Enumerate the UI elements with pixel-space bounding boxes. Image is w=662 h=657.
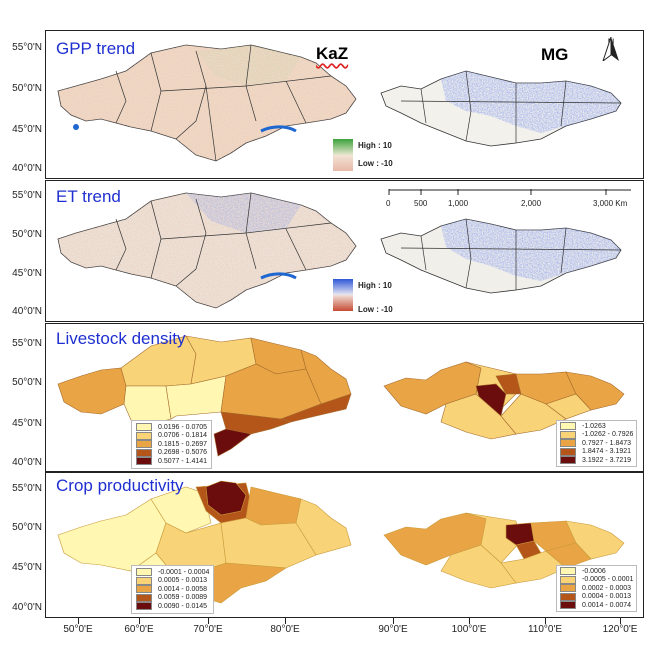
lon-tick: 80°0'E [270,624,300,635]
legend-row: 0.0706 - 0.1814 [136,431,207,441]
legend-row: 0.0014 - 0.0074 [560,601,633,610]
lat-tick: 40°0'N [12,602,42,613]
region [545,393,592,420]
legend-low-label: Low : -10 [358,305,393,314]
legend-row: -1.0262 - 0.7926 [560,430,633,440]
lat-tick: 45°0'N [12,124,42,135]
lon-tick: 50°0'E [63,624,93,635]
scale-tick: 0 [386,199,391,208]
legend-row: 0.0196 - 0.0705 [136,423,207,432]
gpp-trend-panel: GPP trend KaZ MG N High : 10 Low : -10 [45,30,644,179]
legend-low-label: Low : -10 [358,159,393,168]
region [545,542,592,569]
scale-tick: 500 [414,199,428,208]
scale-bar: 0 500 1,000 2,000 3,000 Km [386,189,636,211]
lat-tick: 40°0'N [12,457,42,468]
lat-tick: 40°0'N [12,306,42,317]
lat-tick: 55°0'N [12,338,42,349]
north-arrow-icon: N [601,37,621,73]
legend-row: 3.1922 - 3.7219 [560,456,633,465]
kaz-class-legend: -0.0001 - 0.0004 0.0005 - 0.0013 0.0014 … [131,565,215,614]
legend-row: -0.0001 - 0.0004 [136,568,209,577]
lat-tick: 55°0'N [12,483,42,494]
legend-row: 0.0005 - 0.0013 [136,576,209,586]
scale-tick: 3,000 Km [593,199,628,208]
lat-tick: 40°0'N [12,163,42,174]
legend-high-label: High : 10 [358,141,392,150]
legend-row: 0.0014 - 0.0058 [136,585,209,594]
legend-row: 0.0090 - 0.0145 [136,602,209,611]
legend-row: 0.2698 - 0.5076 [136,448,207,458]
legend-row: 0.7927 - 1.8473 [560,439,633,448]
lon-tick: 120°0'E [602,624,638,635]
mg-class-legend: -0.0006 -0.0005 - 0.0001 0.0002 - 0.0003… [556,565,638,612]
lat-tick: 50°0'N [12,377,42,388]
lon-tick: 90°0'E [378,624,408,635]
legend-low-swatch [333,295,353,311]
lat-tick: 45°0'N [12,418,42,429]
lat-tick: 50°0'N [12,83,42,94]
region [440,544,517,589]
crop-map [57,480,625,604]
legend-row: 1.8474 - 3.1921 [560,447,633,457]
legend-row: -1.0263 [560,422,633,431]
legend-row: -0.0005 - 0.0001 [560,575,633,585]
legend-row: 0.1815 - 0.2697 [136,440,207,449]
lat-tick: 55°0'N [12,190,42,201]
legend-row: 0.5077 - 1.4141 [136,457,207,466]
region [123,385,172,425]
mg-class-legend: -1.0263 -1.0262 - 0.7926 0.7927 - 1.8473… [556,420,638,467]
lat-tick: 50°0'N [12,229,42,240]
mongolia-label: MG [541,45,569,64]
legend-high-swatch [333,279,353,295]
legend-high-label: High : 10 [358,281,392,290]
panel-title: Livestock density [56,329,186,348]
livestock-map [57,335,625,457]
et-map [57,192,622,309]
scale-tick: 2,000 [521,199,542,208]
panel-title: Crop productivity [56,476,184,495]
et-trend-panel: ET trend 0 500 1,000 2,000 3,000 Km High… [45,180,644,322]
lat-tick: 50°0'N [12,522,42,533]
lat-tick: 45°0'N [12,268,42,279]
legend-low-swatch [333,155,353,171]
lat-tick: 45°0'N [12,562,42,573]
region [205,480,247,516]
legend-row: -0.0006 [560,567,633,576]
legend-row: 0.0059 - 0.0089 [136,593,209,603]
kazakhstan-label: KaZ [316,44,349,63]
lon-tick: 70°0'E [193,624,223,635]
region [440,393,517,440]
panel-title: ET trend [56,187,121,206]
region [245,486,302,526]
livestock-density-panel: Livestock density 0.0196 - 0.0705 0.0706… [45,323,644,472]
lat-tick: 55°0'N [12,42,42,53]
lon-tick: 110°0'E [527,624,563,635]
lon-tick: 100°0'E [451,624,487,635]
legend-high-swatch [333,139,353,155]
legend-row: 0.0004 - 0.0013 [560,592,633,602]
gpp-map [57,44,622,162]
region [213,428,252,457]
region [57,367,127,415]
lon-tick: 60°0'E [124,624,154,635]
panel-title: GPP trend [56,39,136,58]
scale-tick: 1,000 [448,199,469,208]
kaz-class-legend: 0.0196 - 0.0705 0.0706 - 0.1814 0.1815 -… [131,420,213,469]
legend-row: 0.0002 - 0.0003 [560,584,633,593]
crop-productivity-panel: Crop productivity -0.0001 - 0.0004 0.000… [45,472,644,618]
